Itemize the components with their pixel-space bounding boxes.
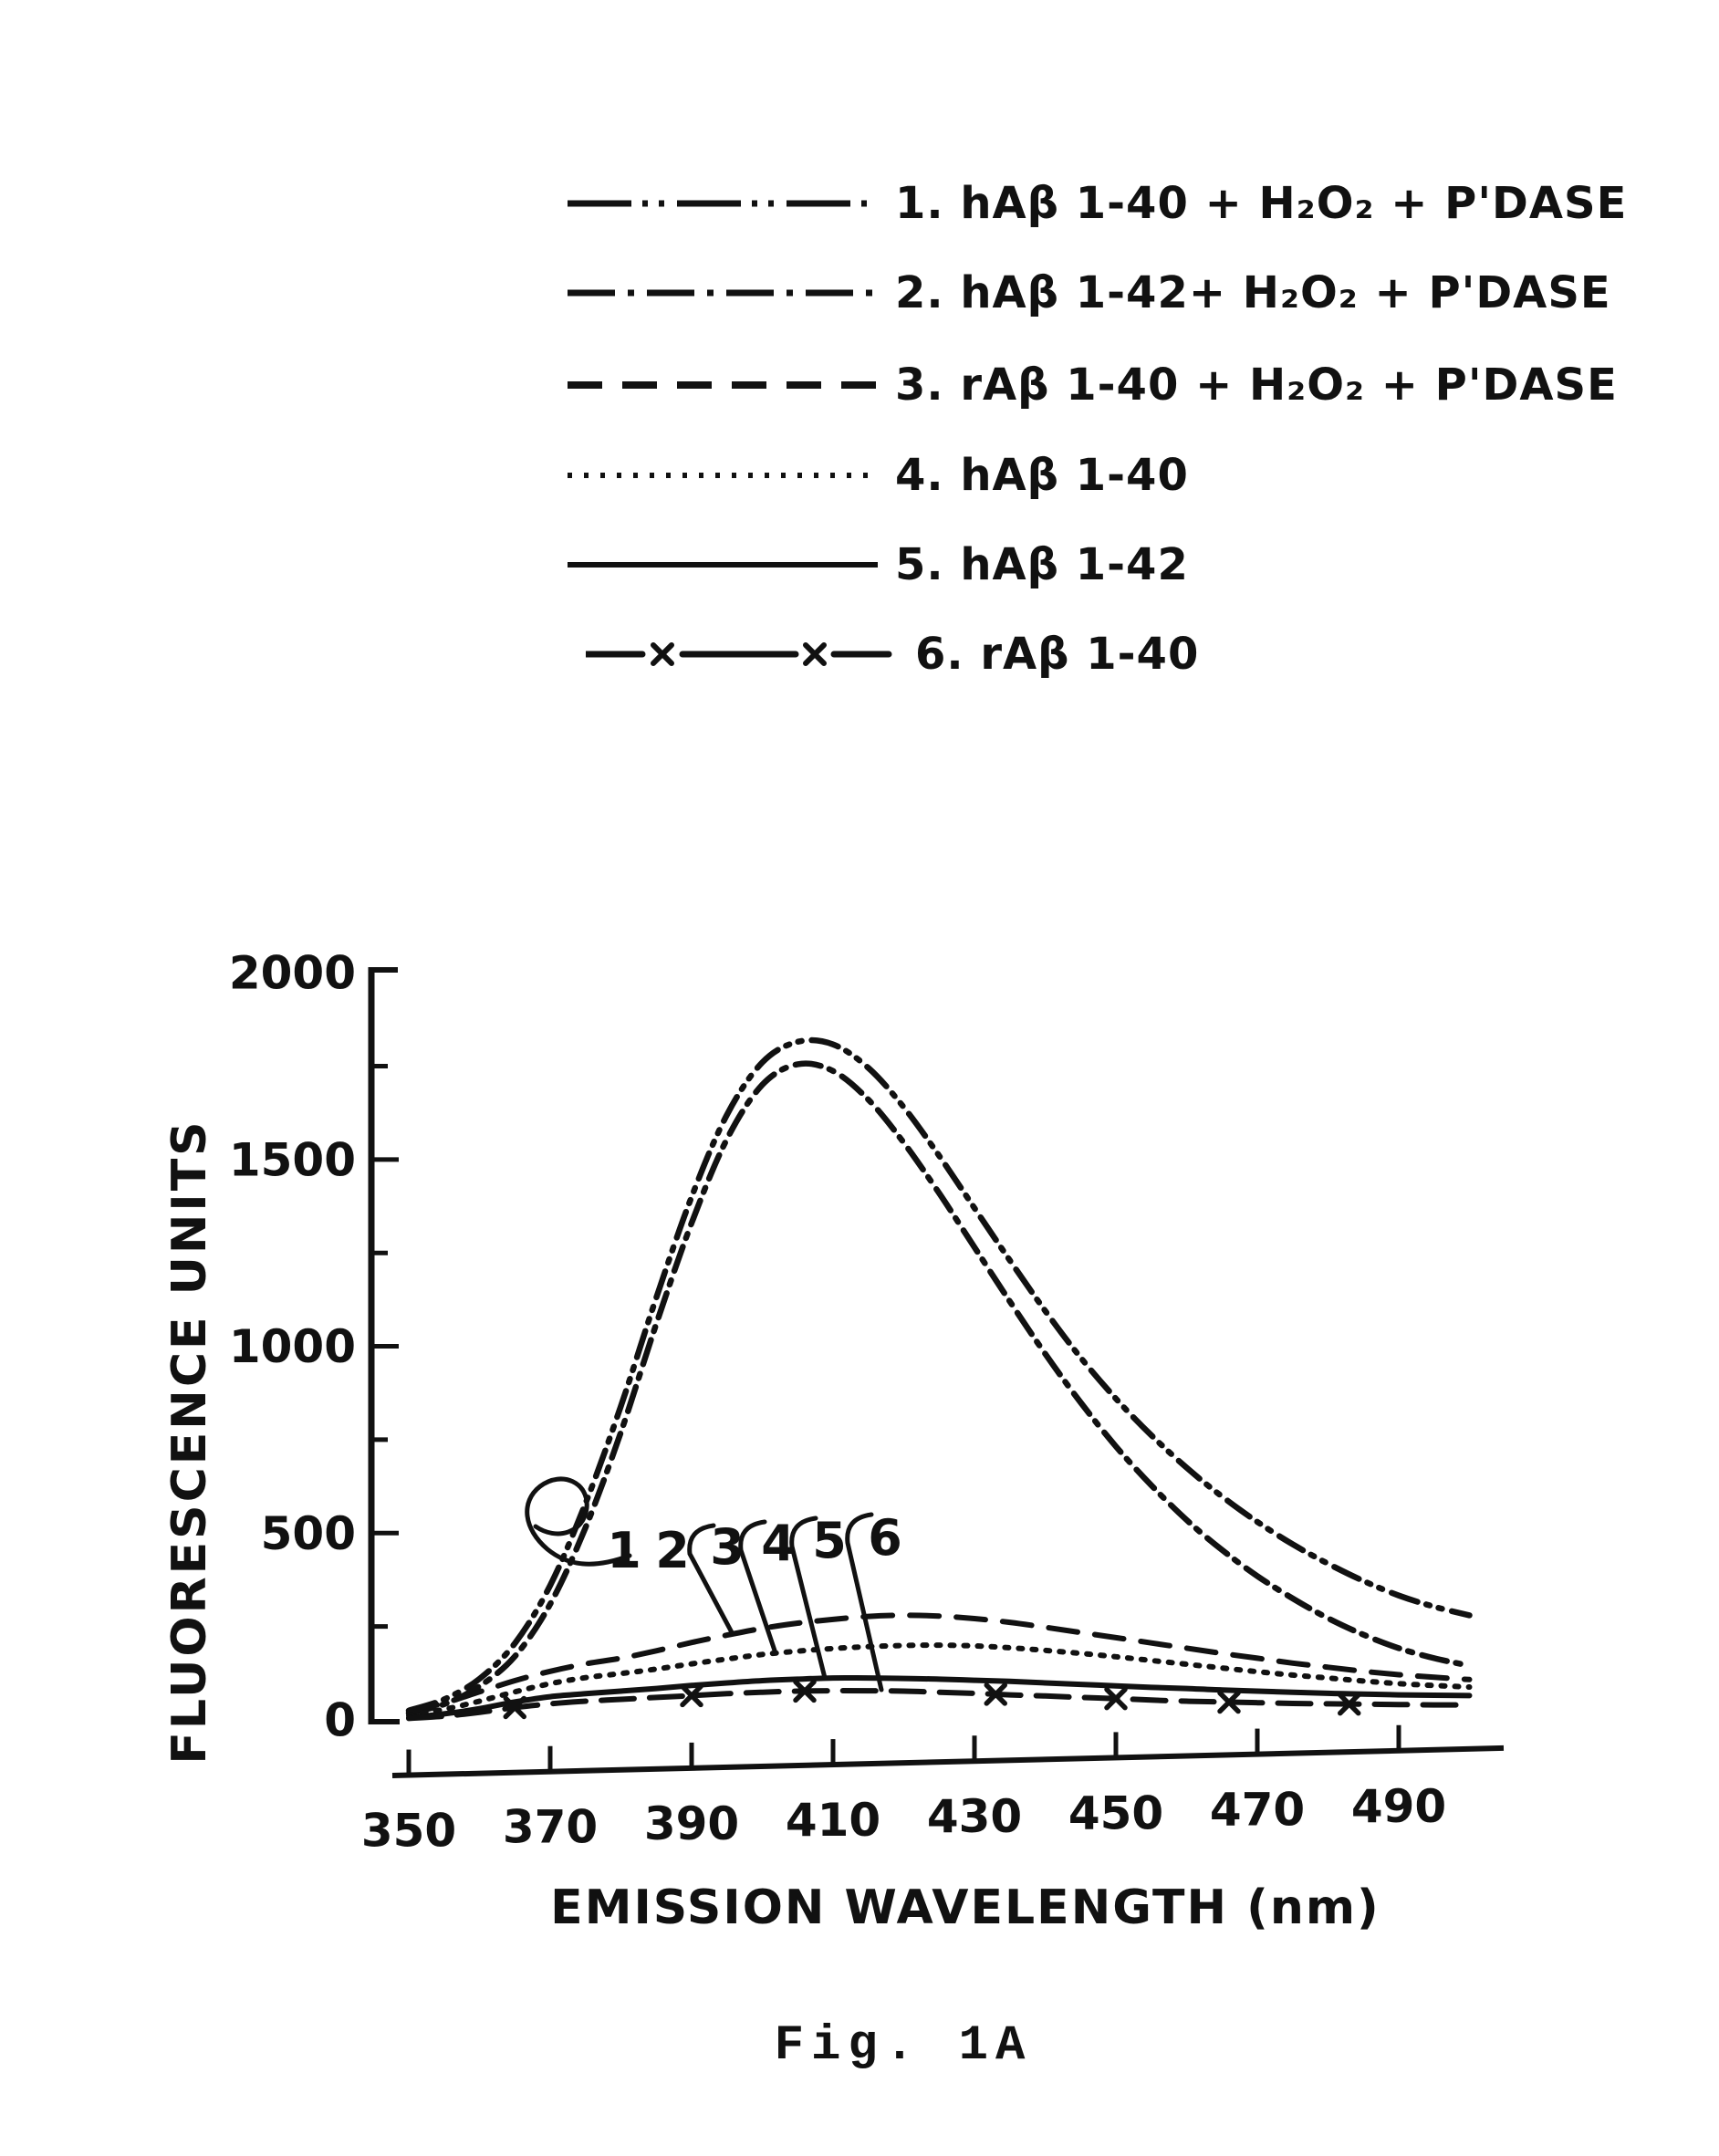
legend-item: 5. hAβ 1-42 [566, 539, 1189, 590]
legend-item: 4. hAβ 1-40 [566, 450, 1189, 501]
leader-line [687, 1523, 735, 1637]
x-tick-label: 450 [1068, 1786, 1163, 1839]
legend-item: 2. hAβ 1-42+ H₂O₂ + P'DASE [566, 267, 1611, 318]
legend-line-sample-1 [568, 200, 878, 207]
figure-caption: Fig. 1A [774, 2018, 1033, 2074]
y-tick-label: 2000 [229, 947, 356, 1000]
legend-line-sample-6 [586, 642, 892, 666]
curve-5 [406, 1675, 1473, 1721]
y-tick-label: 1000 [229, 1320, 356, 1373]
leader-line [525, 1476, 632, 1567]
curve-6-x-marker [1338, 1692, 1361, 1716]
x-axis-title: EMISSION WAVELENGTH (nm) [550, 1880, 1380, 1935]
curve-6-x-marker [984, 1682, 1007, 1706]
legend-item-label: 1. hAβ 1-40 + H₂O₂ + P'DASE [895, 178, 1628, 229]
legend-item: 3. rAβ 1-40 + H₂O₂ + P'DASE [566, 359, 1618, 411]
legend-item-label: 2. hAβ 1-42+ H₂O₂ + P'DASE [895, 267, 1611, 318]
x-tick-label: 490 [1351, 1780, 1446, 1833]
leader-line [845, 1512, 884, 1693]
legend-item-label: 3. rAβ 1-40 + H₂O₂ + P'DASE [895, 359, 1618, 411]
legend-x-marker [651, 642, 674, 666]
legend-item-label: 6. rAβ 1-40 [915, 629, 1200, 680]
legend-line-sample-3 [568, 381, 878, 389]
curve-6-x-marker [793, 1679, 817, 1703]
y-tick-label: 500 [261, 1507, 356, 1560]
legend-x-marker [803, 642, 827, 666]
curve-3 [406, 1612, 1473, 1714]
curve-4 [406, 1642, 1473, 1719]
legend-line-sample-4 [568, 473, 878, 478]
x-tick-label: 410 [786, 1794, 880, 1847]
y-tick-label: 0 [324, 1694, 356, 1747]
y-tick-label: 1500 [229, 1133, 356, 1186]
leader-line [789, 1515, 828, 1681]
curve-number-label: 4 [761, 1515, 796, 1572]
curve-number-label: 3 [710, 1518, 745, 1576]
curve-number-label: 1 [607, 1522, 641, 1579]
curve-6-x-marker [503, 1695, 526, 1720]
legend-line-sample-5 [568, 562, 878, 568]
curve-number-label: 2 [655, 1522, 690, 1579]
x-tick-label: 390 [644, 1797, 739, 1850]
legend-line-sample-2 [568, 289, 878, 297]
curve-number-label: 5 [812, 1512, 847, 1569]
leader-line [738, 1519, 778, 1656]
x-axis-line [391, 1745, 1505, 1778]
curve-6-x-marker [680, 1683, 703, 1708]
legend-item-label: 4. hAβ 1-40 [895, 450, 1189, 501]
curve-number-label: 6 [868, 1509, 902, 1567]
legend-item: 6. rAβ 1-40 [586, 629, 1199, 680]
x-tick-label: 370 [503, 1801, 598, 1854]
legend-item-label: 5. hAβ 1-42 [895, 539, 1189, 590]
curve-6 [406, 1688, 1473, 1722]
x-tick-label: 470 [1210, 1784, 1305, 1837]
x-tick-label: 350 [361, 1805, 456, 1858]
curve-6-x-marker [1104, 1686, 1128, 1711]
legend-item: 1. hAβ 1-40 + H₂O₂ + P'DASE [566, 178, 1627, 229]
curve-6-x-marker [1217, 1690, 1241, 1714]
x-tick-label: 430 [927, 1790, 1022, 1843]
curve-2 [405, 1060, 1473, 1716]
y-axis-title: FLUORESCENCE UNITS [162, 1119, 217, 1764]
